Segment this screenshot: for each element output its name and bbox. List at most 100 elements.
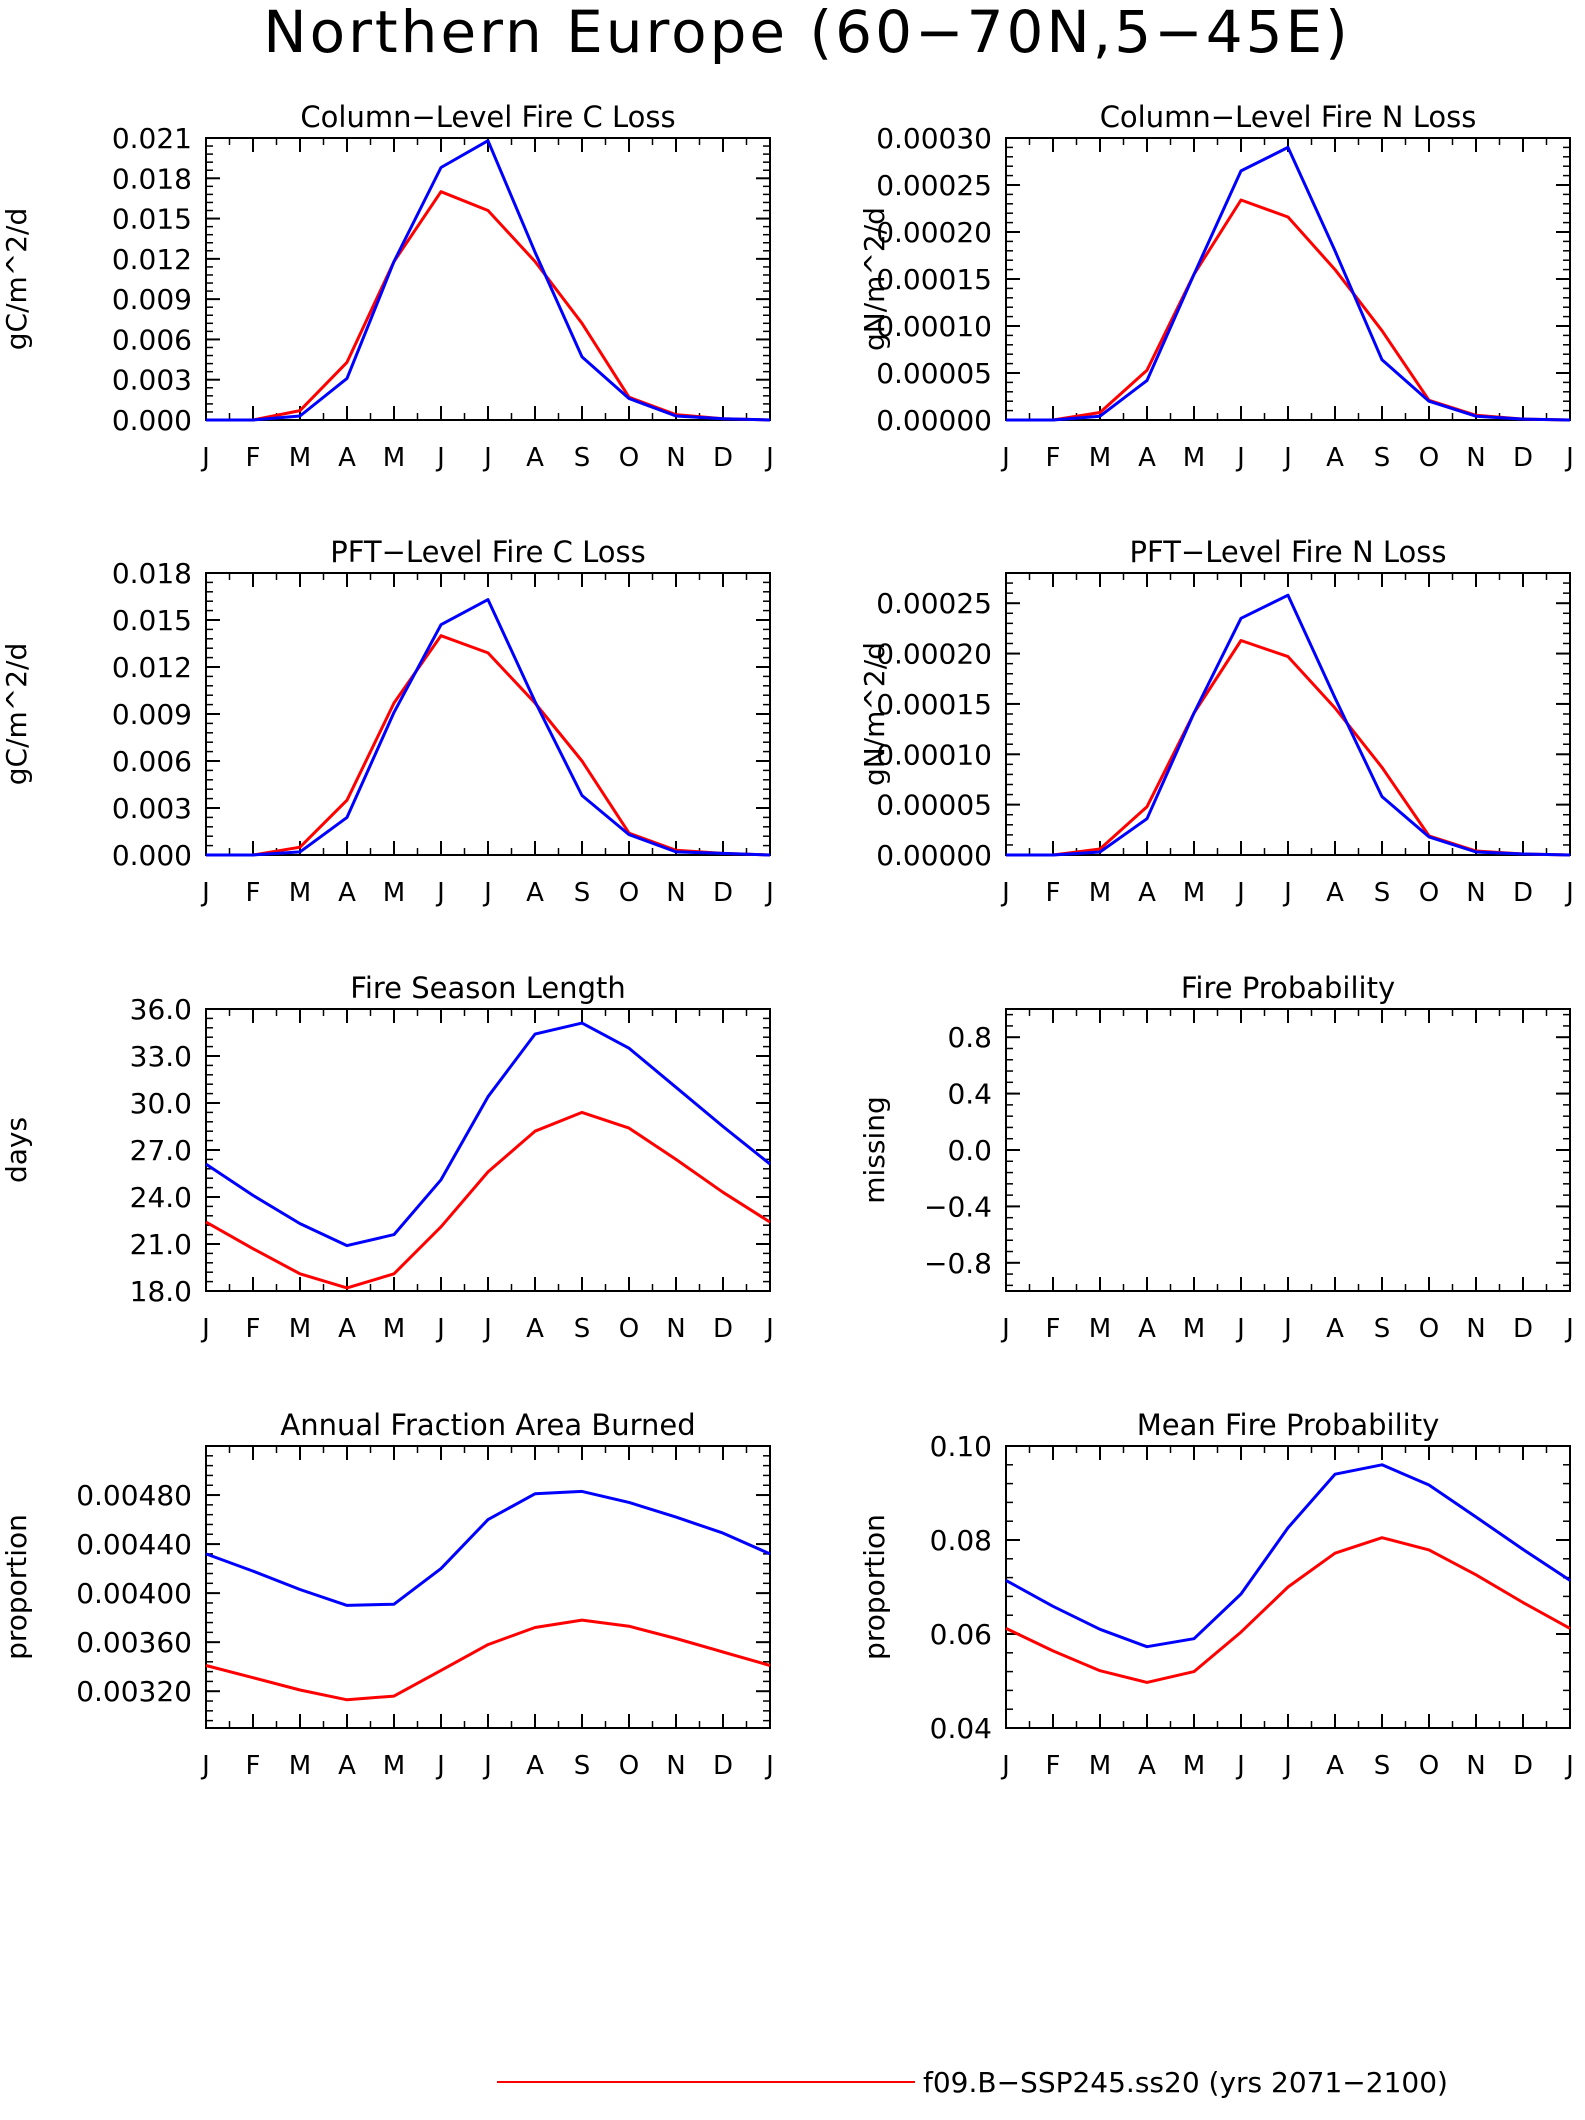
x-tick-label: N [1466,443,1485,473]
y-tick-label: 18.0 [130,1275,192,1308]
x-tick-label: F [1046,443,1061,473]
x-tick-label: J [200,443,210,473]
panel-title: PFT−Level Fire C Loss [330,535,646,569]
y-tick-label: 0.06 [930,1618,992,1651]
x-tick-label: J [1000,443,1010,473]
x-tick-label: D [713,1751,733,1781]
y-tick-label: 0.00025 [876,587,992,620]
x-tick-label: A [1138,1314,1156,1344]
y-tick-label: 0.00440 [76,1528,192,1561]
x-tick-label: J [1235,1314,1245,1344]
y-tick-label: 0.006 [112,745,192,778]
y-tick-label: 0.003 [112,364,192,397]
x-tick-label: J [764,878,774,908]
y-tick-label: 0.000 [112,404,192,437]
x-tick-label: O [619,878,639,908]
plot-frame [205,1008,771,1292]
y-tick-label: 0.8 [947,1021,992,1054]
x-tick-label: J [435,1314,445,1344]
x-tick-label: J [1235,443,1245,473]
x-tick-label: O [1419,1314,1439,1344]
x-tick-label: N [666,443,685,473]
plot-frame [1005,137,1571,421]
y-tick-label: 33.0 [130,1040,192,1073]
x-tick-label: D [1513,1314,1533,1344]
y-tick-label: 0.00010 [876,310,992,343]
plot-frame [205,572,771,856]
x-tick-label: J [1282,878,1292,908]
x-tick-label: J [1564,1751,1574,1781]
series-line [206,139,771,422]
x-tick-label: A [338,1314,356,1344]
x-tick-label: J [435,1751,445,1781]
x-tick-label: J [482,443,492,473]
x-tick-label: A [1138,443,1156,473]
plot-frame [1005,572,1571,856]
panel-title: Annual Fraction Area Burned [280,1408,695,1442]
panel-title: Column−Level Fire N Loss [1100,100,1477,134]
x-tick-label: D [1513,878,1533,908]
x-tick-label: S [1374,1314,1391,1344]
y-axis-label: days [0,1117,33,1183]
x-tick-label: S [574,1751,591,1781]
x-tick-label: F [246,1751,261,1781]
y-axis-label: gN/m^2/d [858,207,891,351]
y-axis-label: gC/m^2/d [0,208,33,351]
y-tick-label: 0.00480 [76,1479,192,1512]
y-tick-label: 0.0 [947,1134,992,1167]
x-tick-label: J [1235,878,1245,908]
chart-panel: J F M A M J J A S O N D J0.000000.000050.000100.0001… [858,535,1574,908]
x-tick-label: N [666,1314,685,1344]
x-tick-label: M [1183,878,1205,908]
series-line [206,190,771,422]
x-tick-label: N [666,1751,685,1781]
y-tick-label: 0.00025 [876,169,992,202]
x-tick-label: D [1513,443,1533,473]
x-tick-label: J [1282,1314,1292,1344]
x-tick-label: J [1235,1751,1245,1781]
y-axis-label: gC/m^2/d [0,643,33,786]
series-line [1005,1463,1571,1649]
x-tick-label: A [338,1751,356,1781]
series-line [1006,145,1571,422]
x-tick-label: M [1183,1751,1205,1781]
x-tick-label: O [1419,1751,1439,1781]
y-tick-label: 30.0 [130,1087,192,1120]
x-tick-label: S [1374,443,1391,473]
x-tick-label: A [338,878,356,908]
x-tick-label: J [435,878,445,908]
y-axis-label: proportion [0,1514,33,1660]
y-tick-label: 0.015 [112,203,192,236]
x-tick-label: N [1466,878,1485,908]
x-tick-label: J [200,878,210,908]
x-tick-label: J [1282,443,1292,473]
x-tick-label: A [526,878,544,908]
y-axis-label: proportion [858,1514,891,1660]
y-tick-label: 0.4 [947,1078,992,1111]
x-tick-label: J [764,1314,774,1344]
y-tick-label: 0.04 [930,1712,992,1745]
x-tick-label: F [246,443,261,473]
panel-title: Fire Probability [1181,971,1395,1005]
y-tick-label: 21.0 [130,1228,192,1261]
chart-panel: J F M A M J J A S O N D J0.003200.003600.004000.0044… [0,1408,774,1781]
y-tick-label: 0.00005 [876,789,992,822]
x-tick-label: J [482,878,492,908]
x-tick-label: D [1513,1751,1533,1781]
x-tick-label: M [1089,878,1111,908]
x-tick-label: N [1466,1314,1485,1344]
panel-title: Column−Level Fire C Loss [300,100,675,134]
x-tick-label: M [383,443,405,473]
x-tick-label: O [619,1314,639,1344]
x-tick-label: O [619,1751,639,1781]
x-tick-label: A [338,443,356,473]
x-tick-label: J [764,1751,774,1781]
y-tick-label: 0.00020 [876,638,992,671]
y-tick-label: 0.003 [112,792,192,825]
x-tick-label: M [1089,1751,1111,1781]
y-tick-label: 27.0 [130,1134,192,1167]
chart-panel: J F M A M J J A S O N D J18.021.024.027.030.033.036.… [0,971,774,1344]
x-tick-label: O [1419,443,1439,473]
